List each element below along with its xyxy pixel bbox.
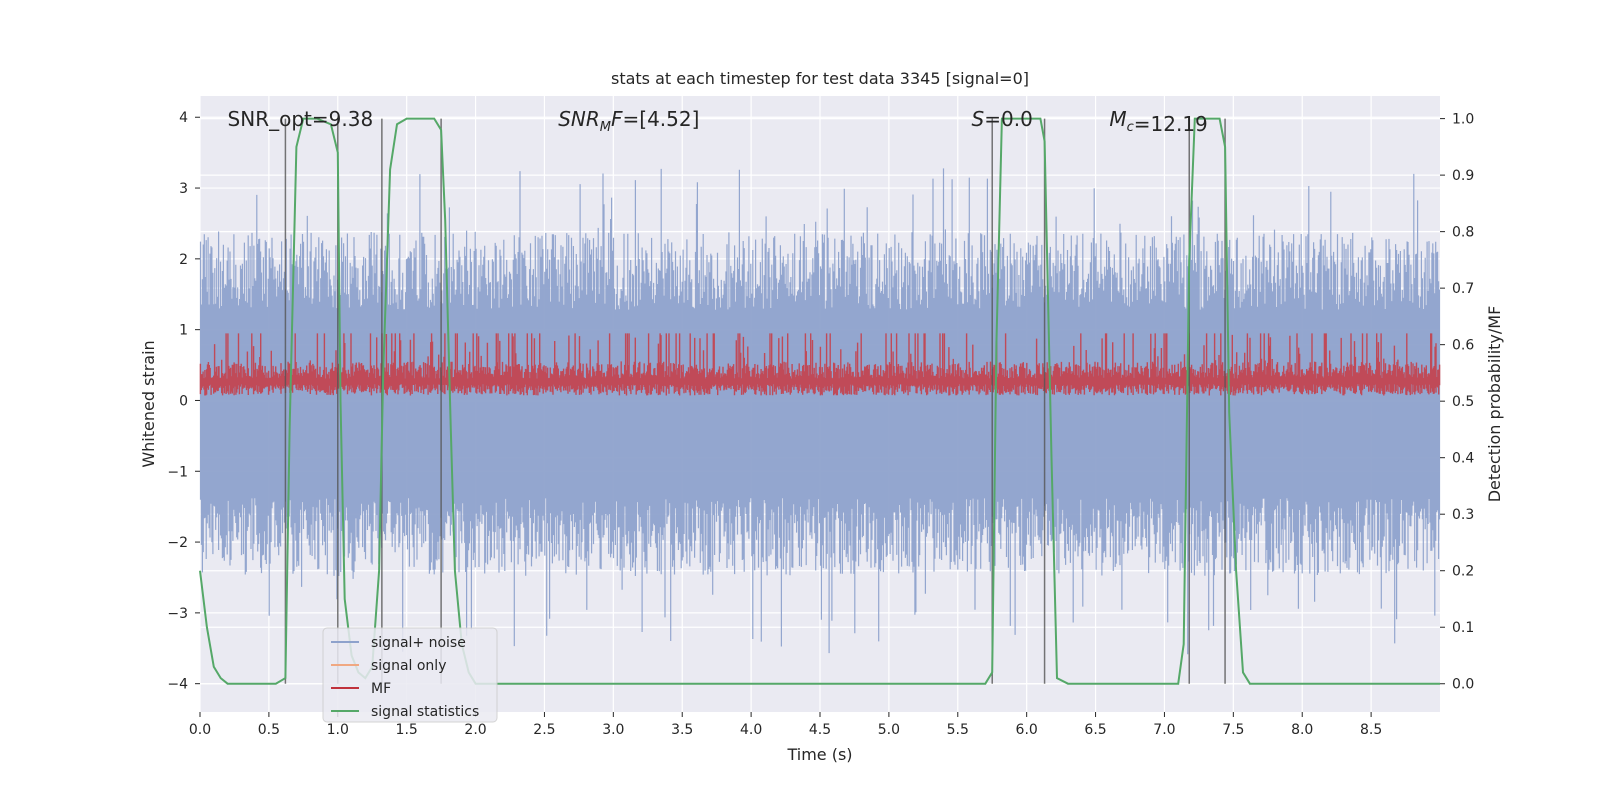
x-tick-label: 2.5 bbox=[533, 722, 555, 738]
y-right-tick-label: 0.0 bbox=[1452, 677, 1474, 693]
y-right-tick-label: 0.5 bbox=[1452, 394, 1474, 410]
y-right-tick-label: 0.2 bbox=[1452, 564, 1474, 580]
y-left-tick-label: 0 bbox=[179, 393, 188, 409]
annotation-text: SNRMF=[4.52] bbox=[558, 107, 699, 135]
x-tick-label: 4.5 bbox=[809, 722, 831, 738]
annotation-text: SNR_opt=9.38 bbox=[228, 107, 374, 131]
x-tick-label: 8.5 bbox=[1360, 722, 1382, 738]
x-tick-label: 3.0 bbox=[602, 722, 624, 738]
y-left-tick-label: −4 bbox=[167, 677, 188, 693]
legend-label: signal only bbox=[371, 658, 446, 674]
x-tick-label: 7.0 bbox=[1153, 722, 1175, 738]
y-right-tick-label: 0.9 bbox=[1452, 168, 1474, 184]
x-tick-label: 1.5 bbox=[396, 722, 418, 738]
y-left-tick-label: 3 bbox=[179, 181, 188, 197]
y-axis-left: 4 3 2 1 0 −1 −2 −3 −4 bbox=[167, 110, 200, 693]
x-axis: 0.0 0.5 1.0 1.5 2.0 2.5 3.0 3.5 4.0 4.5 5.0 5.5 6.0 6… bbox=[189, 712, 1382, 738]
y-left-tick-label: −2 bbox=[167, 535, 188, 551]
y-right-tick-label: 0.8 bbox=[1452, 225, 1474, 241]
y-axis-left-label: Whitened strain bbox=[139, 340, 158, 467]
y-left-tick-label: 1 bbox=[179, 323, 188, 339]
annotation-text: S=0.0 bbox=[972, 107, 1033, 131]
y-left-tick-label: 2 bbox=[179, 252, 188, 268]
x-tick-label: 4.0 bbox=[740, 722, 762, 738]
x-tick-label: 6.0 bbox=[1016, 722, 1038, 738]
legend: signal+ noise signal only MF signal statist… bbox=[322, 627, 498, 723]
y-axis-right: 1.0 0.9 0.8 0.7 0.6 0.5 0.4 0.3 0.2 0.1 0.0 bbox=[1440, 112, 1474, 693]
x-tick-label: 0.5 bbox=[258, 722, 280, 738]
legend-box bbox=[322, 627, 498, 723]
legend-label: signal statistics bbox=[371, 704, 479, 720]
y-right-tick-label: 0.6 bbox=[1452, 338, 1474, 354]
vertical-markers bbox=[284, 118, 1226, 684]
y-right-tick-label: 0.4 bbox=[1452, 451, 1474, 467]
x-tick-label: 0.0 bbox=[189, 722, 211, 738]
legend-label: MF bbox=[371, 681, 391, 697]
legend-label: signal+ noise bbox=[371, 635, 466, 651]
x-tick-label: 5.5 bbox=[947, 722, 969, 738]
x-tick-label: 1.0 bbox=[327, 722, 349, 738]
annotations: SNR_opt=9.38 SNRMF=[4.52] S=0.0 Mc=12.19 bbox=[228, 107, 1208, 136]
x-tick-label: 6.5 bbox=[1084, 722, 1106, 738]
signal-statistics-line bbox=[199, 117, 1440, 685]
annotation-text: Mc=12.19 bbox=[1109, 107, 1207, 136]
y-left-tick-label: 4 bbox=[179, 110, 188, 126]
y-right-tick-label: 0.3 bbox=[1452, 507, 1474, 523]
chart-title: stats at each timestep for test data 334… bbox=[611, 69, 1029, 88]
x-axis-label: Time (s) bbox=[786, 745, 852, 764]
y-right-tick-label: 1.0 bbox=[1452, 112, 1474, 128]
x-tick-label: 7.5 bbox=[1222, 722, 1244, 738]
y-right-tick-label: 0.7 bbox=[1452, 281, 1474, 297]
y-left-tick-label: −3 bbox=[167, 606, 188, 622]
y-right-tick-label: 0.1 bbox=[1452, 620, 1474, 636]
x-tick-label: 2.0 bbox=[464, 722, 486, 738]
y-left-tick-label: −1 bbox=[167, 464, 188, 480]
x-tick-label: 8.0 bbox=[1291, 722, 1313, 738]
x-tick-label: 5.0 bbox=[878, 722, 900, 738]
y-axis-right-label: Detection probability/MF bbox=[1485, 306, 1504, 503]
x-tick-label: 3.5 bbox=[671, 722, 693, 738]
